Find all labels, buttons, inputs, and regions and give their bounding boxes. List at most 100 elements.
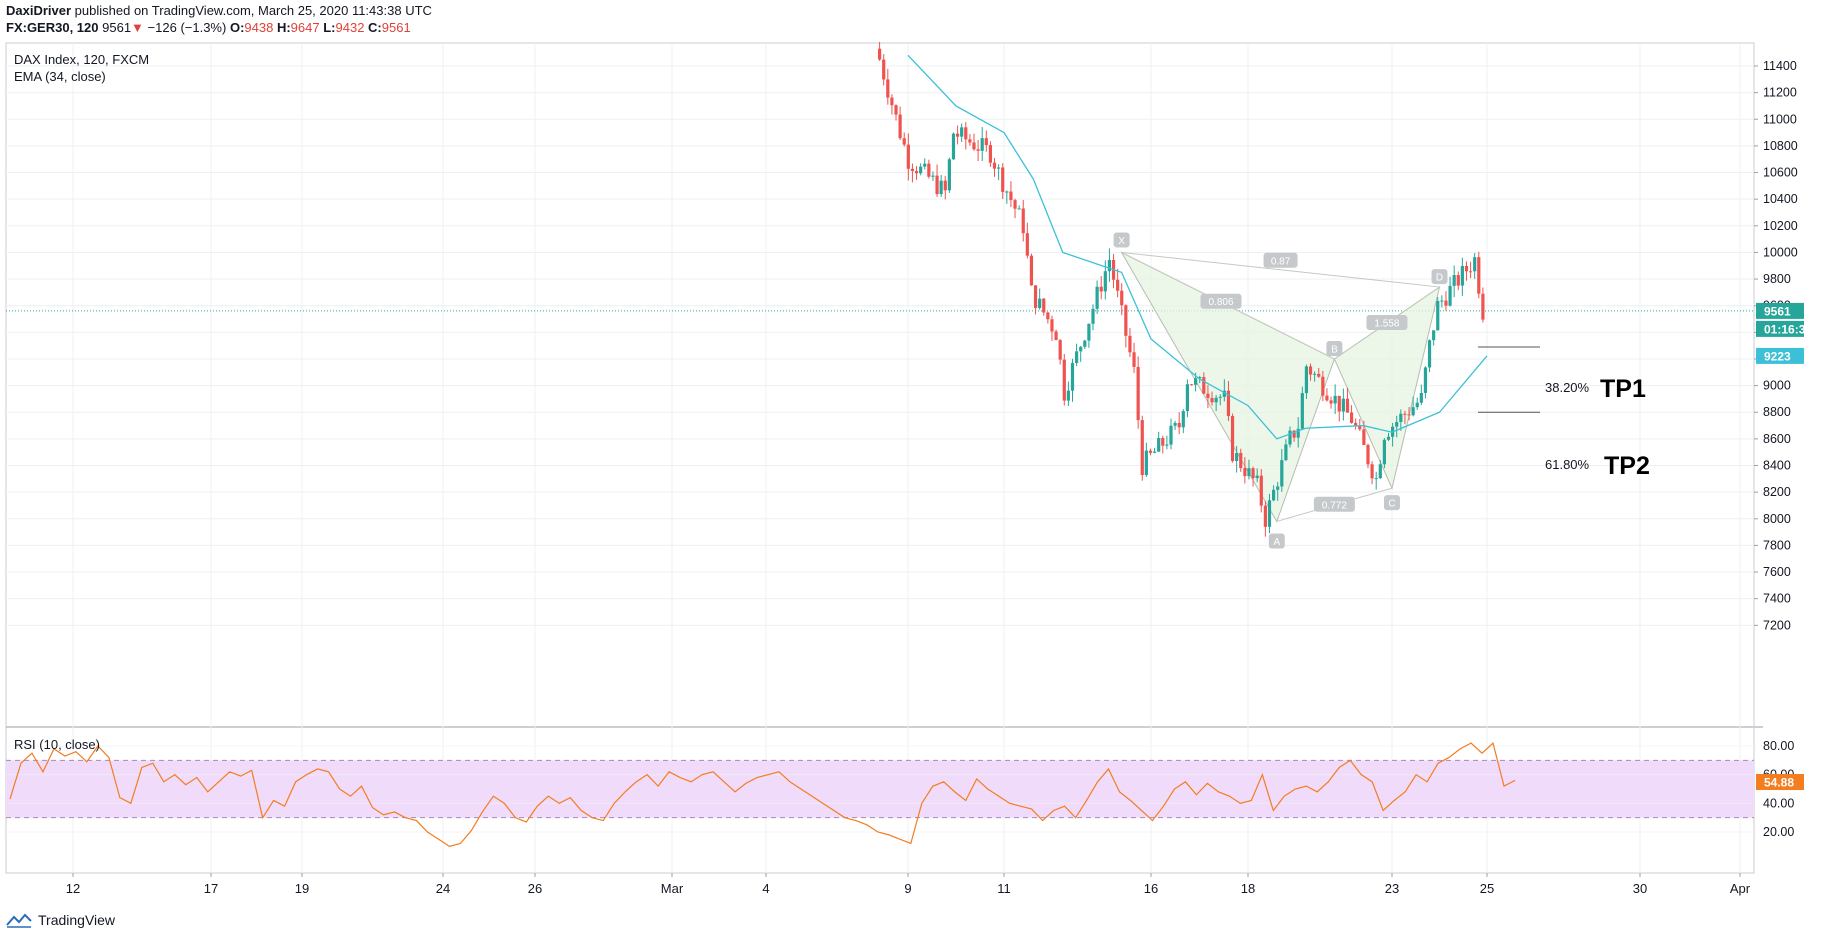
candle-body: [1386, 436, 1391, 440]
point-d-label: D: [1436, 273, 1443, 284]
candle-body: [1124, 305, 1128, 336]
x-tick-label: Mar: [661, 881, 684, 896]
candle-body: [1276, 486, 1280, 490]
candle-body: [1087, 323, 1091, 341]
candle-body: [1317, 373, 1321, 377]
candle-body: [960, 127, 964, 137]
candle-body: [1460, 265, 1464, 286]
ema-value-tag-bg: [1756, 347, 1804, 364]
candle-body: [1079, 346, 1083, 352]
candle-body: [1448, 285, 1452, 306]
grid: [5, 42, 1763, 874]
candle-body: [1013, 200, 1017, 209]
rsi-pane-title[interactable]: RSI (10, close): [14, 737, 100, 752]
candle-body: [1325, 395, 1329, 401]
candle-body: [1456, 275, 1460, 286]
x-tick-label: 19: [295, 881, 309, 896]
candle-body: [1263, 505, 1267, 527]
footer: TradingView: [6, 912, 115, 928]
tp2-pct: 61.80%: [1545, 457, 1590, 472]
candle-body: [1411, 407, 1415, 416]
candle-body: [1017, 208, 1021, 210]
candle-body: [1427, 340, 1432, 368]
x-tick-label: 25: [1480, 881, 1494, 896]
price-tags: 9561 01:16:31 9223 54.88: [1756, 302, 1812, 791]
candle-body: [1235, 452, 1239, 462]
x-tick-label: 18: [1241, 881, 1255, 896]
candle-body: [1300, 393, 1304, 429]
candle-body: [976, 149, 980, 151]
candle-body: [1243, 468, 1247, 477]
candle-body: [1481, 293, 1485, 320]
candle-body: [972, 142, 976, 150]
candle-body: [1313, 373, 1317, 375]
point-a-label-bg: [1268, 533, 1285, 549]
candle-body: [984, 138, 988, 146]
ratio-line: [1121, 251, 1440, 288]
rsi-band: [6, 760, 1754, 818]
symbol-label: FX:GER30, 120: [6, 20, 99, 35]
candle-body: [1366, 444, 1370, 465]
brand-name[interactable]: TradingView: [38, 912, 116, 928]
ratio-xd-label-bg: [1263, 252, 1298, 268]
candles: [878, 41, 1485, 537]
candle-body: [1395, 421, 1399, 427]
candle-body: [943, 180, 947, 191]
y-tick-label: 8800: [1763, 405, 1791, 419]
candle-body: [1107, 259, 1112, 272]
x-tick-label: Apr: [1730, 881, 1751, 896]
y-tick-label: 10400: [1763, 192, 1798, 206]
candle-body: [1173, 422, 1177, 426]
ema-series: [907, 54, 1488, 440]
candle-body: [910, 168, 915, 171]
x-tick-label: 12: [66, 881, 80, 896]
candle-body: [1247, 468, 1251, 477]
ratio-bd-label: 1.558: [1374, 319, 1399, 330]
candle-body: [1341, 398, 1345, 412]
candle-body: [890, 97, 894, 106]
close-value: 9561: [381, 20, 411, 35]
y-tick-label: 9000: [1763, 379, 1791, 393]
fib-levels: [1478, 346, 1540, 413]
candle-body: [1120, 290, 1124, 306]
y-tick-label: 11000: [1763, 112, 1797, 126]
candle-body: [1194, 378, 1198, 385]
ema-indicator-label[interactable]: EMA (34, close): [14, 69, 106, 84]
chart-canvas[interactable]: X A B C D 0.87 0.806 1.558 0.772 12 17 19 24 26 Mar 4 9…: [0, 0, 1828, 905]
candle-body: [1206, 393, 1210, 398]
candle-body: [1473, 257, 1477, 272]
candle-body: [1230, 416, 1235, 462]
candle-body: [1091, 308, 1095, 324]
author-name[interactable]: DaxiDriver: [6, 3, 72, 18]
candle-body: [1239, 452, 1243, 469]
candle-body: [1144, 450, 1148, 476]
candle-body: [1070, 362, 1075, 391]
low-label: L:: [323, 20, 336, 35]
candle-body: [968, 139, 972, 143]
rsi-value-tag: 54.88: [1764, 776, 1794, 790]
candle-body: [1185, 384, 1190, 412]
candle-body: [1181, 411, 1185, 428]
y-tick-label: 10600: [1763, 166, 1798, 180]
point-d-label-bg: [1431, 269, 1448, 285]
candle-body: [1296, 428, 1300, 438]
candle-body: [997, 167, 1001, 169]
point-b-label: B: [1331, 344, 1338, 355]
candle-body: [1033, 285, 1038, 308]
x-tick-label: 16: [1144, 881, 1158, 896]
candle-body: [1222, 390, 1226, 397]
candle-body: [914, 170, 919, 174]
y-tick-label: 8400: [1763, 459, 1791, 473]
x-tick-label: 24: [436, 881, 450, 896]
point-x-label: X: [1118, 236, 1125, 247]
published-text: published on TradingView.com, March 25, …: [74, 3, 432, 18]
candle-body: [1251, 468, 1255, 479]
candle-body: [1058, 340, 1062, 360]
candle-body: [1444, 300, 1448, 306]
tp1-label: TP1: [1600, 375, 1646, 403]
y-tick-label: 8000: [1763, 512, 1791, 526]
y-tick-label: 9800: [1763, 272, 1791, 286]
candle-body: [980, 138, 984, 151]
candle-body: [1152, 451, 1157, 453]
candle-body: [1358, 426, 1362, 430]
